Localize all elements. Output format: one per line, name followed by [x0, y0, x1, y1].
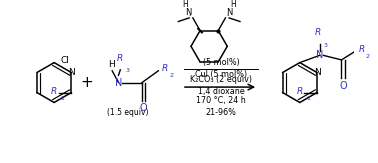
- Text: (5 mol%): (5 mol%): [203, 58, 239, 67]
- Text: 1,4 dioxane: 1,4 dioxane: [198, 87, 244, 96]
- Text: O: O: [339, 81, 347, 91]
- Text: R: R: [51, 87, 57, 96]
- Text: N: N: [186, 8, 192, 17]
- Text: H: H: [108, 60, 115, 69]
- Text: H: H: [230, 0, 235, 9]
- FancyArrowPatch shape: [185, 84, 254, 90]
- Text: N: N: [226, 8, 233, 17]
- Text: 2: 2: [169, 74, 173, 78]
- Text: R: R: [296, 87, 302, 96]
- Text: N: N: [68, 68, 75, 77]
- Text: 3: 3: [323, 43, 327, 48]
- Text: N: N: [115, 78, 122, 88]
- Text: R: R: [162, 64, 168, 74]
- Text: Cl: Cl: [60, 56, 69, 65]
- Text: 3: 3: [126, 68, 130, 73]
- Text: CuI (5 mol%): CuI (5 mol%): [195, 70, 247, 79]
- Text: N: N: [316, 50, 324, 60]
- Text: K₂CO₃ (2 equiv): K₂CO₃ (2 equiv): [190, 75, 252, 84]
- Text: H: H: [183, 0, 189, 9]
- Text: (1.5 equiv): (1.5 equiv): [107, 108, 148, 117]
- Text: 1: 1: [60, 96, 64, 101]
- Text: R: R: [315, 28, 321, 37]
- Text: 170 °C, 24 h: 170 °C, 24 h: [196, 96, 246, 105]
- Text: R: R: [359, 44, 365, 53]
- Text: +: +: [81, 75, 93, 90]
- Text: 2: 2: [365, 53, 369, 59]
- Text: O: O: [139, 103, 147, 113]
- Text: 1: 1: [306, 96, 310, 101]
- Text: 21-96%: 21-96%: [206, 108, 236, 117]
- Text: N: N: [314, 68, 321, 77]
- Text: R: R: [117, 54, 124, 63]
